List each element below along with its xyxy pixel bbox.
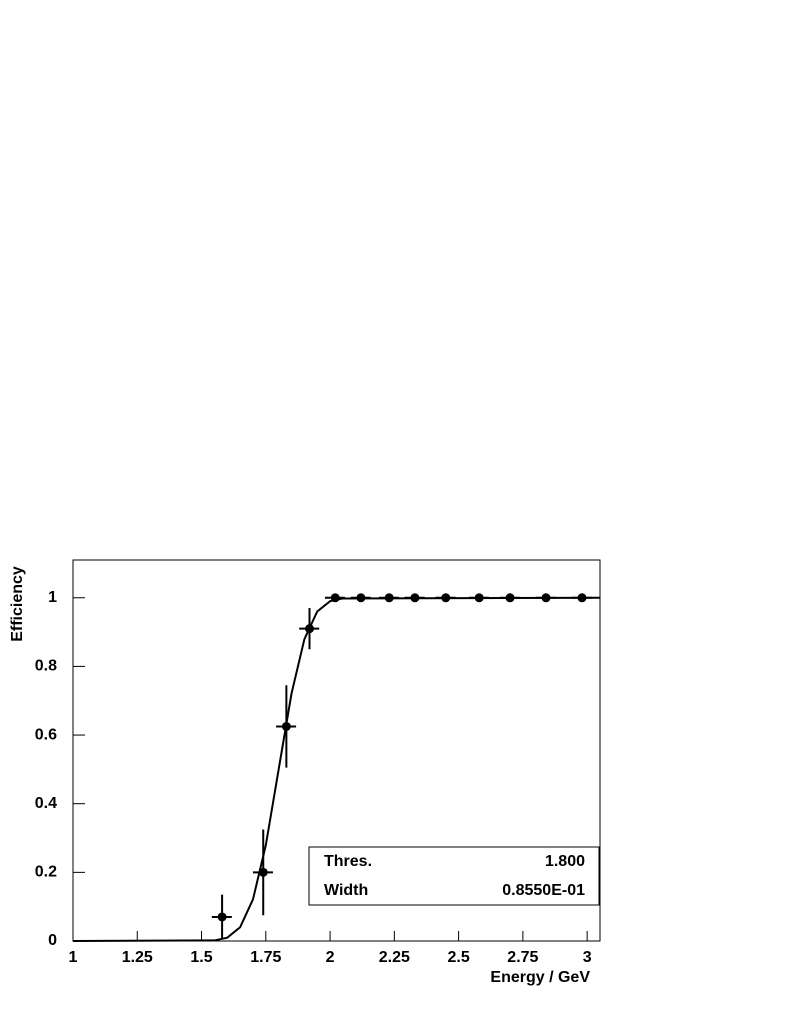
- x-tick-label: 2.75: [507, 949, 538, 966]
- x-tick-label: 2.25: [379, 949, 410, 966]
- stats-name: Thres.: [324, 853, 372, 870]
- y-axis-label: Efficiency: [9, 566, 26, 642]
- x-tick-label: 1.75: [250, 949, 281, 966]
- y-tick-label: 0.2: [35, 864, 57, 881]
- y-tick-label: 1: [48, 589, 57, 606]
- data-point: [305, 624, 315, 634]
- stats-name: Width: [324, 882, 368, 899]
- data-point: [505, 593, 515, 603]
- stats-value: 0.8550E-01: [502, 882, 585, 899]
- x-tick-label: 1: [69, 949, 78, 966]
- plot-frame: [72, 559, 601, 942]
- y-tick-label: 0.4: [35, 795, 57, 812]
- data-point: [541, 593, 551, 603]
- x-axis-label: Energy / GeV: [490, 969, 590, 986]
- y-tick-label: 0: [48, 932, 57, 949]
- y-tick-label: 0.8: [35, 658, 57, 675]
- data-point: [217, 912, 227, 922]
- x-tick-label: 2.5: [447, 949, 469, 966]
- x-tick-label: 3: [583, 949, 592, 966]
- x-tick-label: 1.25: [122, 949, 153, 966]
- stats-box: [308, 846, 600, 906]
- data-point: [258, 867, 268, 877]
- data-point: [410, 593, 420, 603]
- data-point: [356, 593, 366, 603]
- stats-value: 1.800: [545, 853, 585, 870]
- data-point: [281, 721, 291, 731]
- data-point: [577, 593, 587, 603]
- data-point: [474, 593, 484, 603]
- data-point: [384, 593, 394, 603]
- data-point: [441, 593, 451, 603]
- x-tick-label: 2: [326, 949, 335, 966]
- fit-curve: [72, 596, 601, 942]
- x-tick-label: 1.5: [190, 949, 212, 966]
- data-point: [330, 593, 340, 603]
- y-tick-label: 0.6: [35, 726, 57, 743]
